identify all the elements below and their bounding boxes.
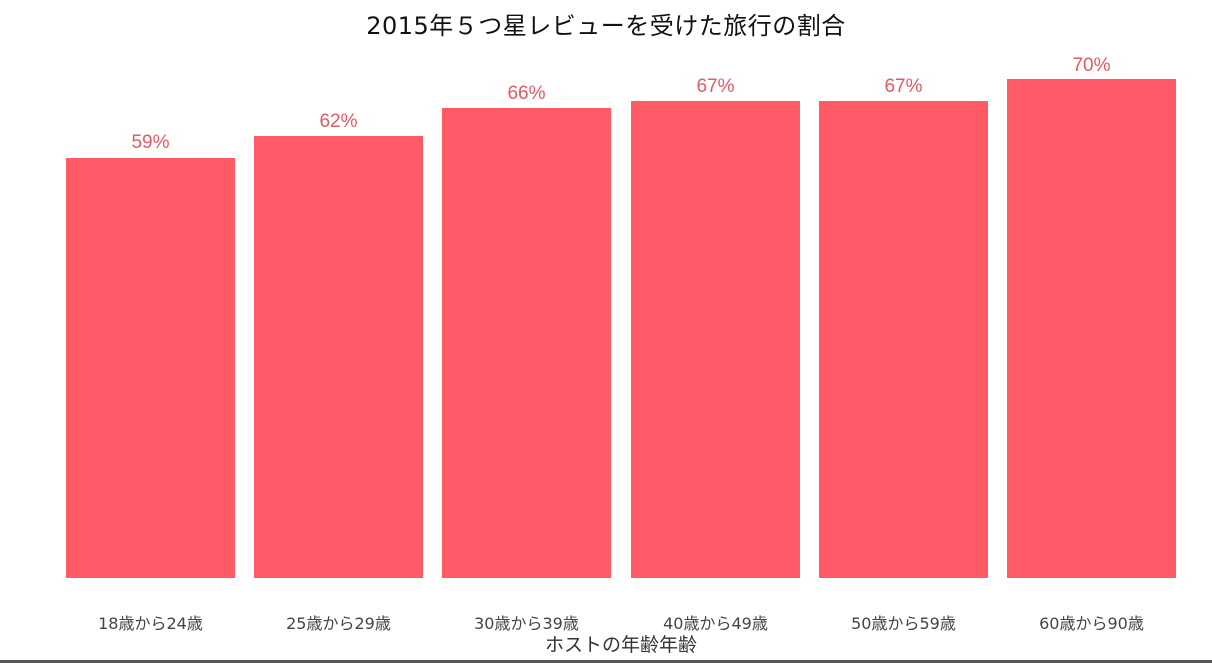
x-tick-label: 18歳から24歳: [98, 614, 203, 633]
bar-value-label: 62%: [319, 111, 358, 132]
bar-18-24: [66, 158, 235, 578]
bottom-border: [0, 660, 1212, 663]
bar-value-label: 59%: [131, 132, 170, 153]
chart-title: 2015年５つ星レビューを受けた旅行の割合: [366, 12, 846, 40]
x-tick-label: 30歳から39歳: [474, 614, 579, 633]
bar-30-39: [442, 108, 611, 578]
x-tick-label: 50歳から59歳: [851, 614, 956, 633]
bar-25-29: [254, 136, 423, 578]
bar-40-49: [631, 101, 800, 578]
bar-value-label: 67%: [884, 76, 923, 97]
bar-60-90: [1007, 79, 1176, 578]
bar-value-label: 70%: [1072, 55, 1111, 76]
x-tick-label: 25歳から29歳: [286, 614, 391, 633]
x-tick-label: 60歳から90歳: [1039, 614, 1144, 633]
bar-value-label: 67%: [696, 76, 735, 97]
x-axis-label: ホストの年齢年齢: [544, 634, 697, 656]
bar-value-label: 66%: [507, 83, 546, 104]
bar-50-59: [819, 101, 988, 578]
x-tick-label: 40歳から49歳: [663, 614, 768, 633]
